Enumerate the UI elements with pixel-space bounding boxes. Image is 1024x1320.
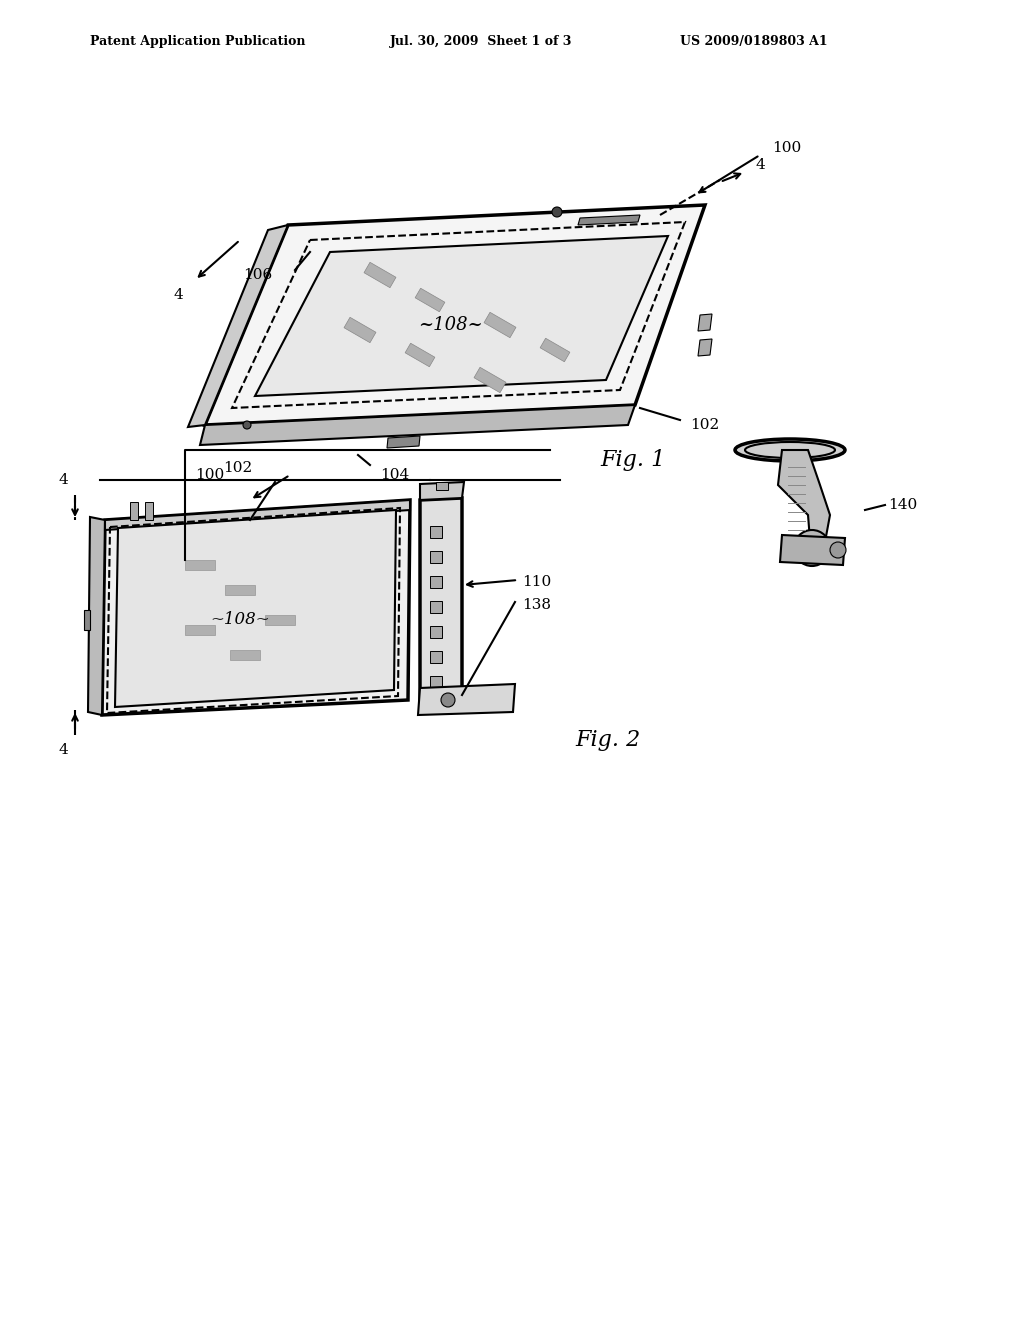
Polygon shape (200, 405, 635, 445)
Circle shape (552, 207, 562, 216)
Text: Jul. 30, 2009  Sheet 1 of 3: Jul. 30, 2009 Sheet 1 of 3 (390, 36, 572, 48)
Bar (130, 502, 138, 520)
Bar (364, 263, 396, 288)
Circle shape (243, 421, 251, 429)
Text: 138: 138 (522, 598, 551, 612)
Bar (265, 615, 295, 624)
Polygon shape (102, 500, 410, 715)
Bar (406, 343, 435, 367)
Bar (415, 288, 444, 312)
Polygon shape (420, 498, 462, 711)
Text: 4: 4 (58, 743, 68, 756)
Polygon shape (255, 236, 668, 396)
Text: Patent Application Publication: Patent Application Publication (90, 36, 305, 48)
Text: 140: 140 (888, 498, 918, 512)
Bar (430, 576, 442, 587)
Text: Fig. 2: Fig. 2 (575, 729, 640, 751)
Bar (84, 610, 90, 630)
Bar (230, 649, 260, 660)
Polygon shape (387, 436, 420, 447)
Circle shape (794, 531, 830, 566)
Bar (225, 585, 255, 595)
Polygon shape (418, 684, 515, 715)
Text: 102: 102 (223, 461, 253, 475)
Polygon shape (115, 510, 396, 708)
Bar (344, 317, 376, 343)
Text: 102: 102 (690, 418, 719, 432)
Text: 4: 4 (173, 288, 183, 302)
Text: ~108~: ~108~ (418, 315, 482, 334)
Bar (430, 601, 442, 612)
Circle shape (441, 693, 455, 708)
Bar (436, 482, 449, 490)
Polygon shape (88, 517, 105, 715)
Circle shape (830, 543, 846, 558)
Text: ~108~: ~108~ (210, 611, 269, 628)
Text: Fig. 1: Fig. 1 (600, 449, 666, 471)
Text: 4: 4 (58, 473, 68, 487)
Text: 110: 110 (522, 576, 551, 589)
Bar (145, 502, 153, 520)
Text: 100: 100 (772, 141, 801, 154)
Circle shape (799, 535, 817, 553)
Text: 106: 106 (243, 268, 272, 282)
Bar (430, 676, 442, 688)
Text: 104: 104 (380, 469, 410, 482)
Text: 4: 4 (755, 158, 765, 172)
Text: 100: 100 (195, 469, 224, 482)
Polygon shape (778, 450, 830, 543)
Ellipse shape (735, 440, 845, 461)
Bar (185, 560, 215, 570)
Bar (474, 367, 506, 392)
Polygon shape (698, 314, 712, 331)
Polygon shape (578, 215, 640, 224)
Bar (430, 626, 442, 638)
Bar (185, 624, 215, 635)
Bar (484, 313, 516, 338)
Polygon shape (420, 482, 464, 500)
Polygon shape (698, 339, 712, 356)
Polygon shape (188, 224, 288, 426)
Text: US 2009/0189803 A1: US 2009/0189803 A1 (680, 36, 827, 48)
Polygon shape (105, 500, 410, 531)
Bar (540, 338, 570, 362)
Polygon shape (780, 535, 845, 565)
Polygon shape (205, 205, 705, 425)
Bar (430, 525, 442, 539)
Bar (430, 651, 442, 663)
Bar (430, 550, 442, 564)
